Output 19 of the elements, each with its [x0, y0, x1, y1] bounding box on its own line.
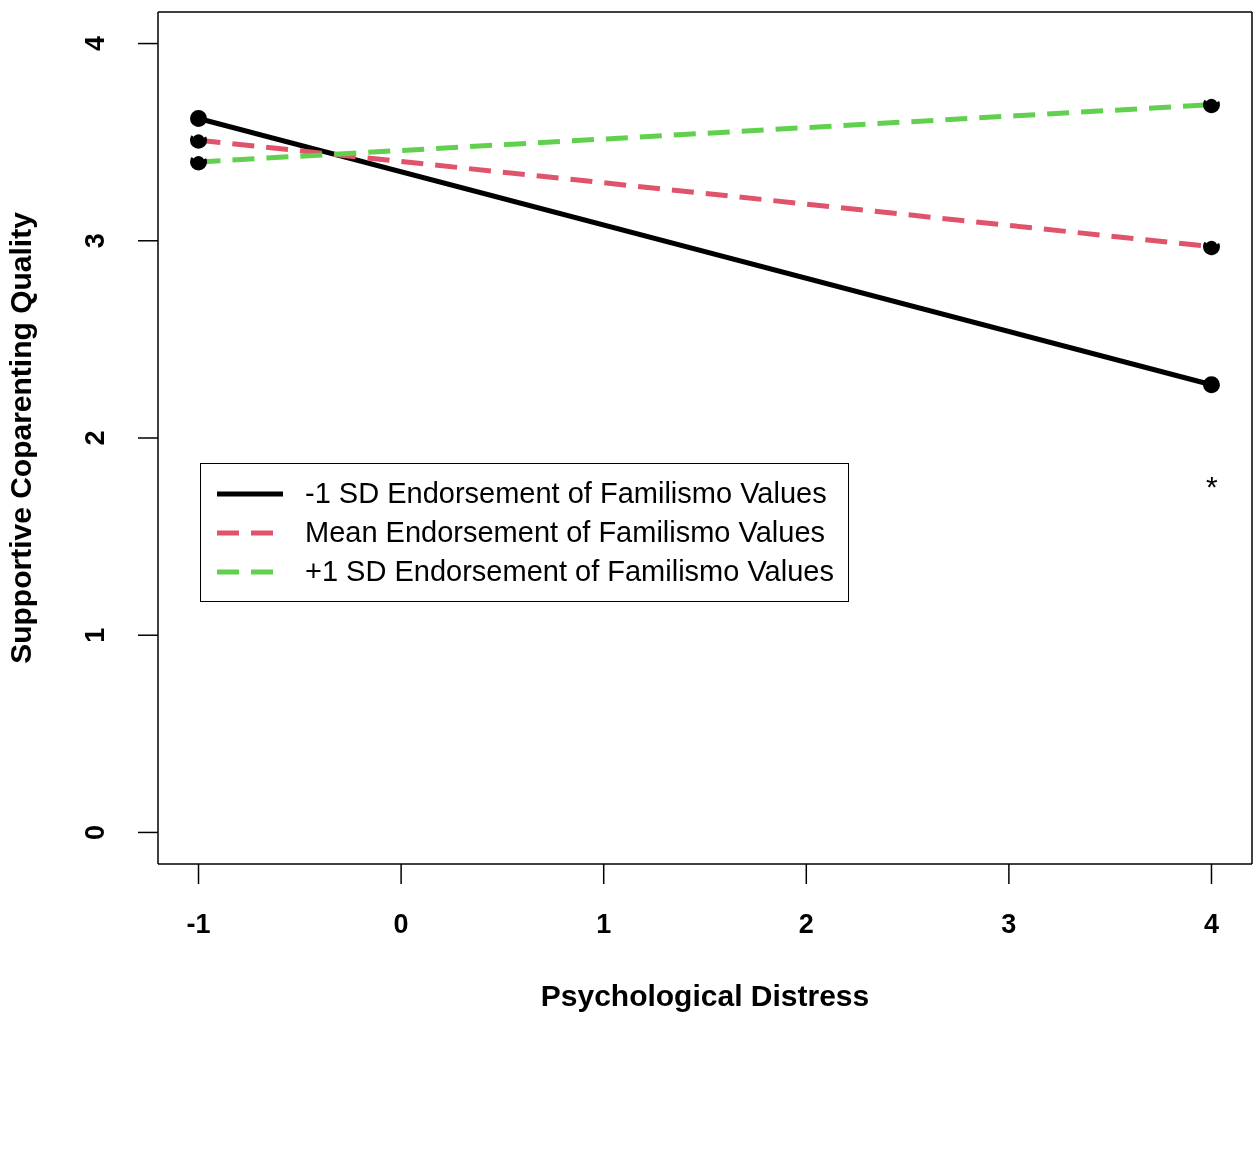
x-tick-label: 4: [1203, 909, 1219, 940]
y-tick-label: 1: [80, 627, 110, 643]
x-tick-label: 0: [393, 909, 409, 940]
point: [1202, 376, 1220, 394]
point: [190, 110, 208, 127]
x-tick-label: 1: [596, 909, 612, 940]
x-tick-label: -1: [186, 909, 211, 940]
x-tick-label: 2: [798, 909, 814, 940]
y-tick-label: 2: [80, 430, 110, 446]
y-tick-label: 0: [80, 824, 110, 840]
y-tick-label: 3: [80, 233, 110, 249]
annotation: *: [1206, 470, 1218, 504]
y-tick-label: 4: [80, 36, 110, 52]
x-tick-label: 3: [1001, 909, 1017, 940]
legend-label: -1 SD Endorsement of Familismo Values: [305, 477, 827, 510]
y-axis-title: Supportive Coparenting Quality: [3, 211, 37, 664]
legend-label: +1 SD Endorsement of Familismo Values: [305, 555, 834, 588]
x-axis-title: Psychological Distress: [540, 979, 870, 1012]
legend-label: Mean Endorsement of Familismo Values: [305, 516, 826, 549]
